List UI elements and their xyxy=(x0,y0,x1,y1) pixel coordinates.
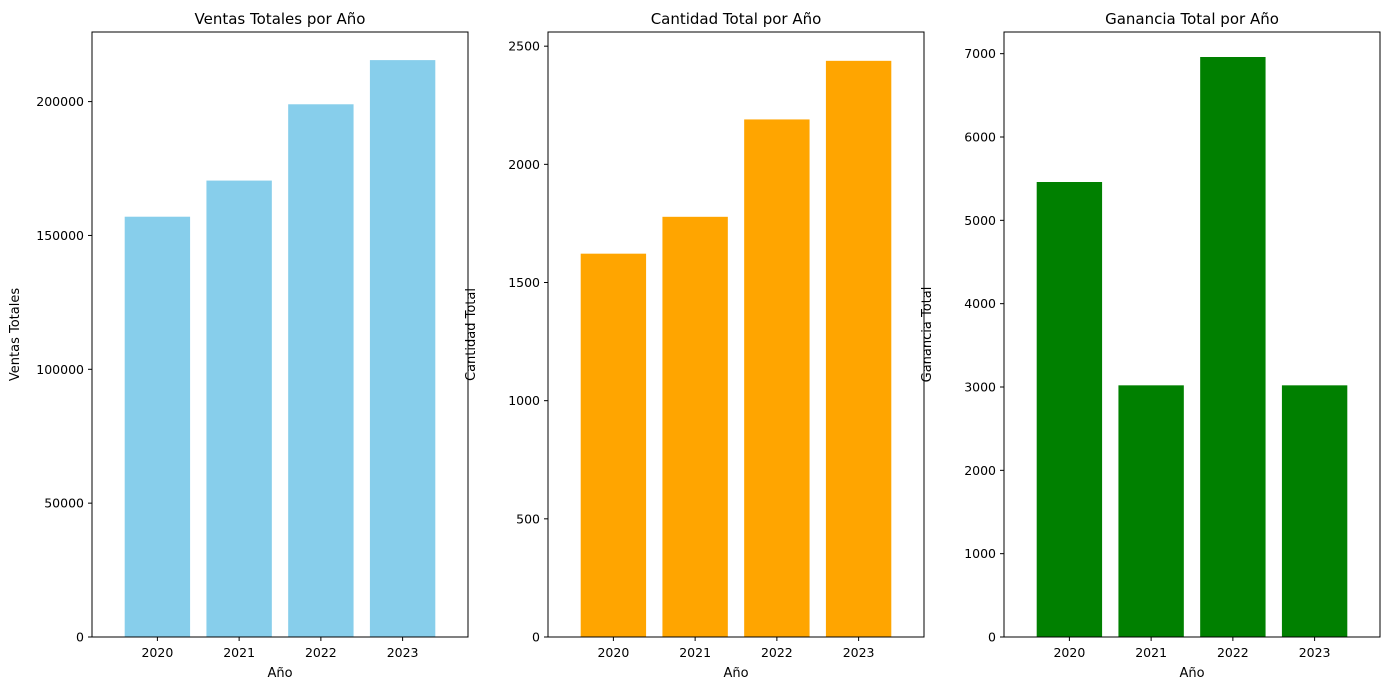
y-tick-label: 4000 xyxy=(964,296,996,311)
chart-title: Cantidad Total por Año xyxy=(651,10,822,28)
bars xyxy=(1036,57,1348,637)
y-tick-label: 6000 xyxy=(964,130,996,145)
y-tick-label: 200000 xyxy=(36,94,84,109)
bar-2022 xyxy=(1200,57,1266,637)
y-tick-label: 2500 xyxy=(508,39,540,54)
x-axis-label: Año xyxy=(723,666,748,681)
y-axis-label: Ganancia Total xyxy=(920,287,935,383)
bar-2020 xyxy=(124,216,191,637)
plot-frame xyxy=(91,31,469,638)
chart-title: Ganancia Total por Año xyxy=(1105,10,1279,28)
bar-2020 xyxy=(580,253,647,637)
bar-2021 xyxy=(662,216,728,637)
bar-2021 xyxy=(1118,385,1184,637)
y-tick-label: 0 xyxy=(988,630,996,645)
ticks: 2020 2021 2022 2023 0 500 1000 1500 2000 2500 xyxy=(508,39,874,660)
x-tick-label: 2021 xyxy=(679,645,711,660)
y-tick-label: 1000 xyxy=(508,393,540,408)
y-tick-label: 500 xyxy=(516,511,540,526)
bars xyxy=(124,60,436,638)
plot-frame xyxy=(1003,31,1381,638)
y-tick-label: 2000 xyxy=(964,463,996,478)
x-tick-label: 2023 xyxy=(843,645,875,660)
y-tick-label: 100000 xyxy=(36,362,84,377)
x-tick-label: 2022 xyxy=(305,645,337,660)
bar-2023 xyxy=(1281,385,1348,637)
y-tick-label: 3000 xyxy=(964,380,996,395)
x-tick-label: 2022 xyxy=(761,645,793,660)
x-axis-label: Año xyxy=(267,666,292,681)
x-axis-label: Año xyxy=(1179,666,1204,681)
x-tick-label: 2020 xyxy=(597,645,629,660)
x-tick-label: 2023 xyxy=(387,645,419,660)
bar-2020 xyxy=(1036,182,1103,637)
chart-ventas-totales: Ventas Totales por Año Año Ventas Totale… xyxy=(8,10,469,681)
y-tick-label: 1000 xyxy=(964,546,996,561)
y-tick-label: 0 xyxy=(532,630,540,645)
y-tick-label: 1500 xyxy=(508,275,540,290)
plot-frame xyxy=(547,31,925,638)
x-tick-label: 2020 xyxy=(141,645,173,660)
y-tick-label: 150000 xyxy=(36,228,84,243)
chart-cantidad-total: Cantidad Total por Año Año Cantidad Tota… xyxy=(464,10,925,681)
bar-2023 xyxy=(369,60,436,638)
y-axis-label: Ventas Totales xyxy=(8,288,23,381)
bar-2021 xyxy=(206,180,272,638)
bars xyxy=(580,60,892,637)
bar-2022 xyxy=(744,119,810,637)
y-tick-label: 50000 xyxy=(44,496,84,511)
x-tick-label: 2023 xyxy=(1299,645,1331,660)
x-tick-label: 2020 xyxy=(1053,645,1085,660)
y-axis-label: Cantidad Total xyxy=(464,288,479,381)
ticks: 2020 2021 2022 2023 0 50000 100000 150000 200000 xyxy=(36,94,418,660)
bar-2022 xyxy=(288,104,354,638)
ticks: 2020 2021 2022 2023 0 1000 2000 3000 4000 5000 600… xyxy=(964,46,1330,660)
x-tick-label: 2021 xyxy=(223,645,255,660)
y-tick-label: 2000 xyxy=(508,157,540,172)
x-tick-label: 2022 xyxy=(1217,645,1249,660)
x-tick-label: 2021 xyxy=(1135,645,1167,660)
bar-2023 xyxy=(825,60,892,637)
chart-title: Ventas Totales por Año xyxy=(195,10,366,28)
y-tick-label: 5000 xyxy=(964,213,996,228)
y-tick-label: 7000 xyxy=(964,46,996,61)
y-tick-label: 0 xyxy=(76,630,84,645)
chart-ganancia-total: Ganancia Total por Año Año Ganancia Tota… xyxy=(920,10,1381,681)
